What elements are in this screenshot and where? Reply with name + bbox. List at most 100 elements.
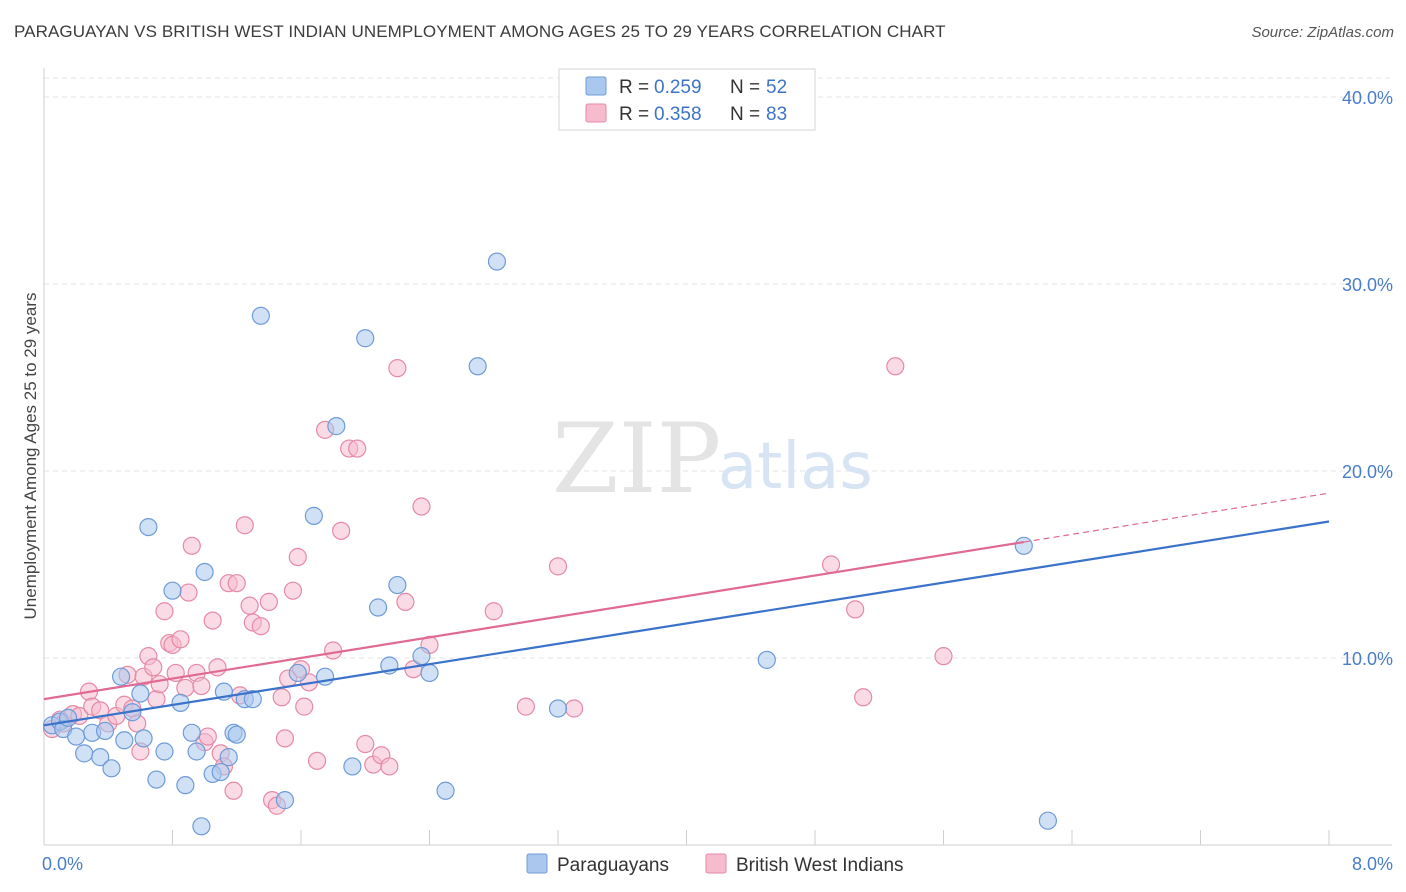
blue-point-13 bbox=[131, 684, 150, 703]
pink-point-60 bbox=[348, 439, 367, 458]
pink-point-53 bbox=[295, 697, 314, 716]
pink-point-38 bbox=[227, 574, 246, 593]
blue-point-14 bbox=[134, 729, 153, 748]
axes bbox=[43, 68, 1392, 846]
pink-point-18 bbox=[147, 690, 166, 709]
pink-point-57 bbox=[324, 641, 343, 660]
pink-point-44 bbox=[259, 592, 278, 612]
pink-point-71 bbox=[516, 697, 535, 716]
y-tick-label-3: 40.0% bbox=[1342, 88, 1393, 108]
pink-point-48 bbox=[275, 729, 295, 748]
blue-point-15 bbox=[139, 517, 158, 537]
pink-point-17 bbox=[144, 658, 163, 677]
blue-point-45 bbox=[420, 663, 439, 683]
blue-point-36 bbox=[304, 506, 323, 525]
trend-extension-pink bbox=[1023, 492, 1330, 543]
y-axis-title: Unemployment Among Ages 25 to 29 years bbox=[21, 293, 40, 620]
legend-n-label-blue: N = bbox=[730, 77, 760, 98]
pink-point-61 bbox=[356, 734, 375, 754]
blue-point-9 bbox=[102, 759, 121, 778]
blue-point-51 bbox=[1014, 536, 1033, 555]
x-tick-labels: 0.0% 8.0% bbox=[42, 854, 1393, 874]
pink-point-68 bbox=[412, 497, 431, 516]
blue-point-46 bbox=[436, 781, 455, 800]
blue-point-43 bbox=[388, 575, 407, 595]
legend-n-label-pink: N = bbox=[730, 104, 760, 125]
pink-point-29 bbox=[192, 676, 211, 696]
chart-source: Source: ZipAtlas.com bbox=[1251, 24, 1394, 41]
pink-point-40 bbox=[235, 516, 254, 535]
blue-point-30 bbox=[227, 725, 246, 744]
blue-point-38 bbox=[327, 417, 346, 436]
y-tick-label-2: 30.0% bbox=[1342, 275, 1393, 295]
pink-point-24 bbox=[171, 630, 190, 649]
series-paraguayans-points bbox=[42, 252, 1058, 836]
pink-point-55 bbox=[307, 751, 327, 770]
watermark-zip: ZIP bbox=[552, 403, 721, 515]
pink-point-70 bbox=[484, 602, 503, 621]
blue-point-4 bbox=[67, 727, 86, 746]
pink-point-20 bbox=[155, 602, 174, 621]
pink-point-37 bbox=[224, 781, 243, 800]
pink-point-75 bbox=[846, 600, 865, 619]
pink-point-64 bbox=[380, 757, 399, 776]
blue-point-48 bbox=[487, 252, 507, 271]
legend-r-label-pink: R = bbox=[619, 104, 649, 125]
pink-point-31 bbox=[198, 727, 217, 746]
blue-point-7 bbox=[91, 748, 110, 767]
blue-point-8 bbox=[95, 721, 115, 741]
blue-point-23 bbox=[192, 817, 211, 836]
blue-point-17 bbox=[155, 742, 174, 761]
pink-point-76 bbox=[854, 688, 873, 707]
blue-point-32 bbox=[243, 690, 262, 709]
blue-point-50 bbox=[757, 650, 776, 669]
pink-point-41 bbox=[240, 596, 259, 615]
pink-point-7 bbox=[91, 701, 110, 720]
blue-point-52 bbox=[1038, 811, 1058, 830]
blue-point-22 bbox=[187, 742, 206, 761]
blue-point-47 bbox=[468, 357, 487, 376]
pink-point-47 bbox=[272, 688, 291, 707]
pink-point-66 bbox=[396, 592, 415, 612]
blue-point-44 bbox=[412, 647, 431, 666]
legend-bottom-label-paraguayans: Paraguayans bbox=[557, 855, 669, 876]
blue-point-33 bbox=[251, 306, 270, 325]
pink-point-78 bbox=[934, 647, 953, 666]
pink-point-26 bbox=[179, 583, 198, 602]
blue-point-16 bbox=[147, 770, 166, 789]
blue-point-35 bbox=[288, 663, 307, 683]
blue-point-39 bbox=[343, 757, 362, 776]
legend-swatch-blue bbox=[585, 76, 607, 96]
pink-point-27 bbox=[182, 536, 201, 555]
legend-bottom: Paraguayans British West Indians bbox=[526, 853, 904, 876]
pink-point-43 bbox=[251, 617, 270, 636]
pink-point-50 bbox=[283, 581, 303, 600]
blue-point-34 bbox=[275, 791, 295, 810]
blue-point-21 bbox=[182, 723, 201, 742]
pink-point-51 bbox=[288, 547, 307, 567]
blue-point-18 bbox=[163, 581, 182, 600]
blue-point-10 bbox=[111, 667, 131, 686]
y-tick-labels: 10.0% 20.0% 30.0% 40.0% bbox=[1342, 88, 1393, 669]
x-tick-label-1: 8.0% bbox=[1352, 854, 1393, 874]
y-tick-label-0: 10.0% bbox=[1342, 649, 1393, 669]
pink-point-73 bbox=[564, 699, 584, 718]
legend-bottom-label-british-west-indians: British West Indians bbox=[736, 855, 904, 876]
legend-bottom-swatch-british-west-indians bbox=[705, 853, 727, 874]
blue-point-11 bbox=[115, 731, 134, 750]
watermark: ZIP atlas bbox=[552, 403, 873, 515]
blue-point-3 bbox=[58, 708, 78, 727]
trend-line-pink bbox=[43, 540, 1024, 701]
legend-top: R = 0.259 N = 52 R = 0.358 N = 83 bbox=[558, 68, 816, 131]
blue-point-5 bbox=[75, 744, 94, 763]
pink-point-74 bbox=[821, 555, 841, 574]
blue-point-49 bbox=[548, 699, 568, 718]
blue-point-26 bbox=[211, 762, 230, 782]
legend-r-value-pink: 0.358 bbox=[654, 104, 702, 125]
blue-point-41 bbox=[369, 598, 388, 617]
blue-point-40 bbox=[356, 329, 375, 348]
watermark-atlas: atlas bbox=[718, 430, 873, 504]
trend-lines bbox=[43, 492, 1330, 727]
pink-point-77 bbox=[886, 357, 905, 376]
